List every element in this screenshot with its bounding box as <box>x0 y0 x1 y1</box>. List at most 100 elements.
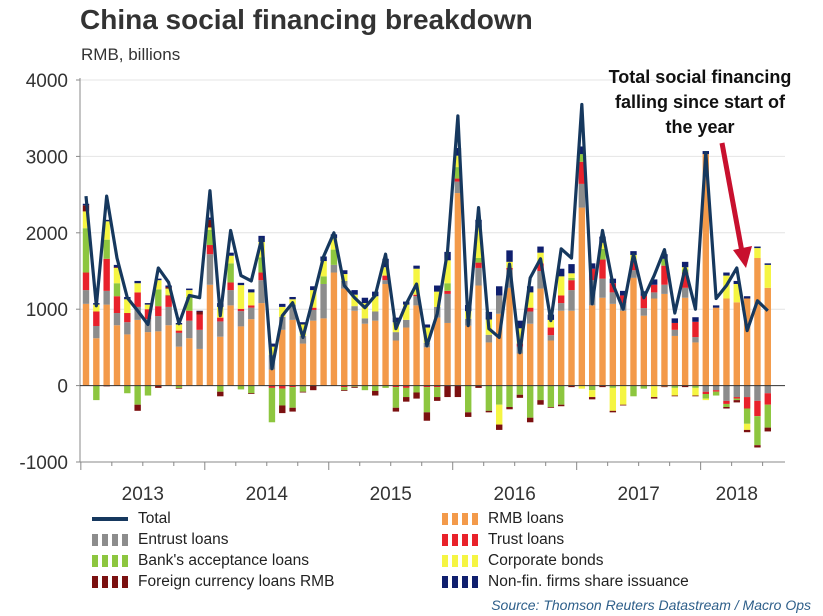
bar-segment-corporate-bonds <box>609 387 617 411</box>
bar-segment-rmb-loans <box>650 298 658 386</box>
bar-segment-foreign-currency-loans-rmb <box>733 400 740 403</box>
annotation-text: falling since start of <box>615 92 786 112</box>
bar-segment-bank-s-acceptance-loans <box>743 408 751 424</box>
annotation-arrow-head <box>733 246 752 268</box>
bar-segment-bank-s-acceptance-loans <box>702 394 709 399</box>
bar-segment-entrust-loans <box>299 335 307 344</box>
legend-label: Entrust loans <box>138 531 229 548</box>
bar-segment-foreign-currency-loans-rmb <box>155 385 162 388</box>
x-year-label: 2017 <box>618 484 660 505</box>
bar-segment-trust-loans <box>113 296 121 314</box>
bar-segment-corporate-bonds <box>516 328 524 344</box>
bar-segment-rmb-loans <box>588 305 596 386</box>
bar-segment-non-fin-firms-share-issuance <box>268 343 276 347</box>
bar-segment-entrust-loans <box>764 385 771 394</box>
bar-segment-bank-s-acceptance-loans <box>341 387 348 391</box>
bar-segment-entrust-loans <box>392 332 400 341</box>
bar-segment-entrust-loans <box>320 283 327 319</box>
bar-segment-entrust-loans <box>82 290 90 304</box>
bar-segment-rmb-loans <box>661 293 668 386</box>
bar-segment-foreign-currency-loans-rmb <box>279 405 286 414</box>
bar-segment-non-fin-firms-share-issuance <box>113 264 121 268</box>
bar-segment-trust-loans <box>217 317 224 322</box>
bar-segment-trust-loans <box>640 295 648 309</box>
bar-segment-bank-s-acceptance-loans <box>186 296 193 311</box>
bar-segment-foreign-currency-loans-rmb <box>423 412 431 421</box>
bar-segment-non-fin-firms-share-issuance <box>196 310 203 312</box>
bar-segment-foreign-currency-loans-rmb <box>568 385 575 388</box>
bar-segment-non-fin-firms-share-issuance <box>279 303 286 307</box>
bar-segment-trust-loans <box>723 400 730 404</box>
bar-segment-entrust-loans <box>237 311 245 327</box>
bar-segment-bank-s-acceptance-loans <box>103 239 110 259</box>
bar-segment-rmb-loans <box>268 369 276 386</box>
bar-segment-foreign-currency-loans-rmb <box>113 267 121 268</box>
bar-segment-rmb-loans <box>248 319 255 386</box>
bar-segment-trust-loans <box>175 330 183 333</box>
bar-segment-bank-s-acceptance-loans <box>640 385 648 389</box>
bar-segment-corporate-bonds <box>619 385 627 405</box>
bar-segment-corporate-bonds <box>351 294 358 307</box>
bar-segment-rmb-loans <box>743 298 751 386</box>
bar-segment-rmb-loans <box>434 317 441 386</box>
bar-segment-rmb-loans <box>155 331 162 386</box>
bar-segment-entrust-loans <box>227 290 234 306</box>
bar-segment-foreign-currency-loans-rmb <box>403 397 410 402</box>
bar-segment-non-fin-firms-share-issuance <box>341 270 348 275</box>
bar-segment-foreign-currency-loans-rmb <box>175 387 183 389</box>
bar-segment-bank-s-acceptance-loans <box>268 387 276 423</box>
bar-segment-rmb-loans <box>165 325 172 386</box>
bar-segment-entrust-loans <box>124 322 131 335</box>
annotation-text: Total social financing <box>609 67 792 87</box>
bar-segment-rmb-loans <box>578 207 586 386</box>
legend-swatch-rmb <box>442 513 478 525</box>
bar-segment-trust-loans <box>702 391 709 395</box>
bar-segment-non-fin-firms-share-issuance <box>206 217 214 220</box>
y-tick-label: -1000 <box>19 453 68 474</box>
bar-segment-corporate-bonds <box>650 385 658 398</box>
bar-segment-bank-s-acceptance-loans <box>671 385 679 388</box>
bar-segment-foreign-currency-loans-rmb <box>506 406 513 410</box>
bar-segment-rmb-loans <box>630 277 637 386</box>
bar-segment-foreign-currency-loans-rmb <box>692 395 699 397</box>
bar-segment-rmb-loans <box>609 303 617 386</box>
bar-segment-non-fin-firms-share-issuance <box>557 268 565 277</box>
bar-segment-rmb-loans <box>124 334 131 386</box>
bar-segment-entrust-loans <box>630 270 637 278</box>
bar-segment-non-fin-firms-share-issuance <box>237 282 245 286</box>
bar-segment-trust-loans <box>155 306 162 317</box>
bar-segment-trust-loans <box>248 305 255 308</box>
bar-segment-bank-s-acceptance-loans <box>733 398 740 401</box>
bar-segment-foreign-currency-loans-rmb <box>764 427 771 432</box>
bar-segment-trust-loans <box>578 161 586 184</box>
bar-segment-foreign-currency-loans-rmb <box>299 391 307 393</box>
bar-segment-rmb-loans <box>103 304 110 386</box>
bar-segment-entrust-loans <box>175 332 183 347</box>
y-tick-label: 2000 <box>26 224 68 245</box>
bar-segment-trust-loans <box>547 327 555 336</box>
bar-segment-rmb-loans <box>671 335 679 386</box>
bar-segment-entrust-loans <box>743 385 751 398</box>
bar-segment-bank-s-acceptance-loans <box>516 385 524 395</box>
bar-segment-bank-s-acceptance-loans <box>330 249 338 265</box>
bar-segment-trust-loans <box>650 284 658 293</box>
bar-segment-entrust-loans <box>557 303 565 311</box>
bar-segment-entrust-loans <box>454 181 462 194</box>
bar-segment-bank-s-acceptance-loans <box>175 385 183 388</box>
bar-segment-non-fin-firms-share-issuance <box>289 296 296 300</box>
x-year-label: 2014 <box>246 484 289 505</box>
bar-segment-rmb-loans <box>733 302 740 386</box>
bar-segment-bank-s-acceptance-loans <box>320 276 327 284</box>
bar-segment-trust-loans <box>434 385 441 388</box>
bar-segment-entrust-loans <box>609 292 617 304</box>
bar-segment-bank-s-acceptance-loans <box>568 277 575 281</box>
bar-segment-corporate-bonds <box>743 423 751 430</box>
bar-segment-bank-s-acceptance-loans <box>723 403 730 407</box>
bar-segment-corporate-bonds <box>237 285 245 309</box>
bar-segment-foreign-currency-loans-rmb <box>496 424 503 430</box>
bar-segment-bank-s-acceptance-loans <box>165 294 172 296</box>
bar-segment-foreign-currency-loans-rmb <box>743 429 751 433</box>
bar-segment-corporate-bonds <box>764 264 771 288</box>
bar-segment-foreign-currency-loans-rmb <box>599 385 606 388</box>
bar-segment-trust-loans <box>279 385 286 389</box>
